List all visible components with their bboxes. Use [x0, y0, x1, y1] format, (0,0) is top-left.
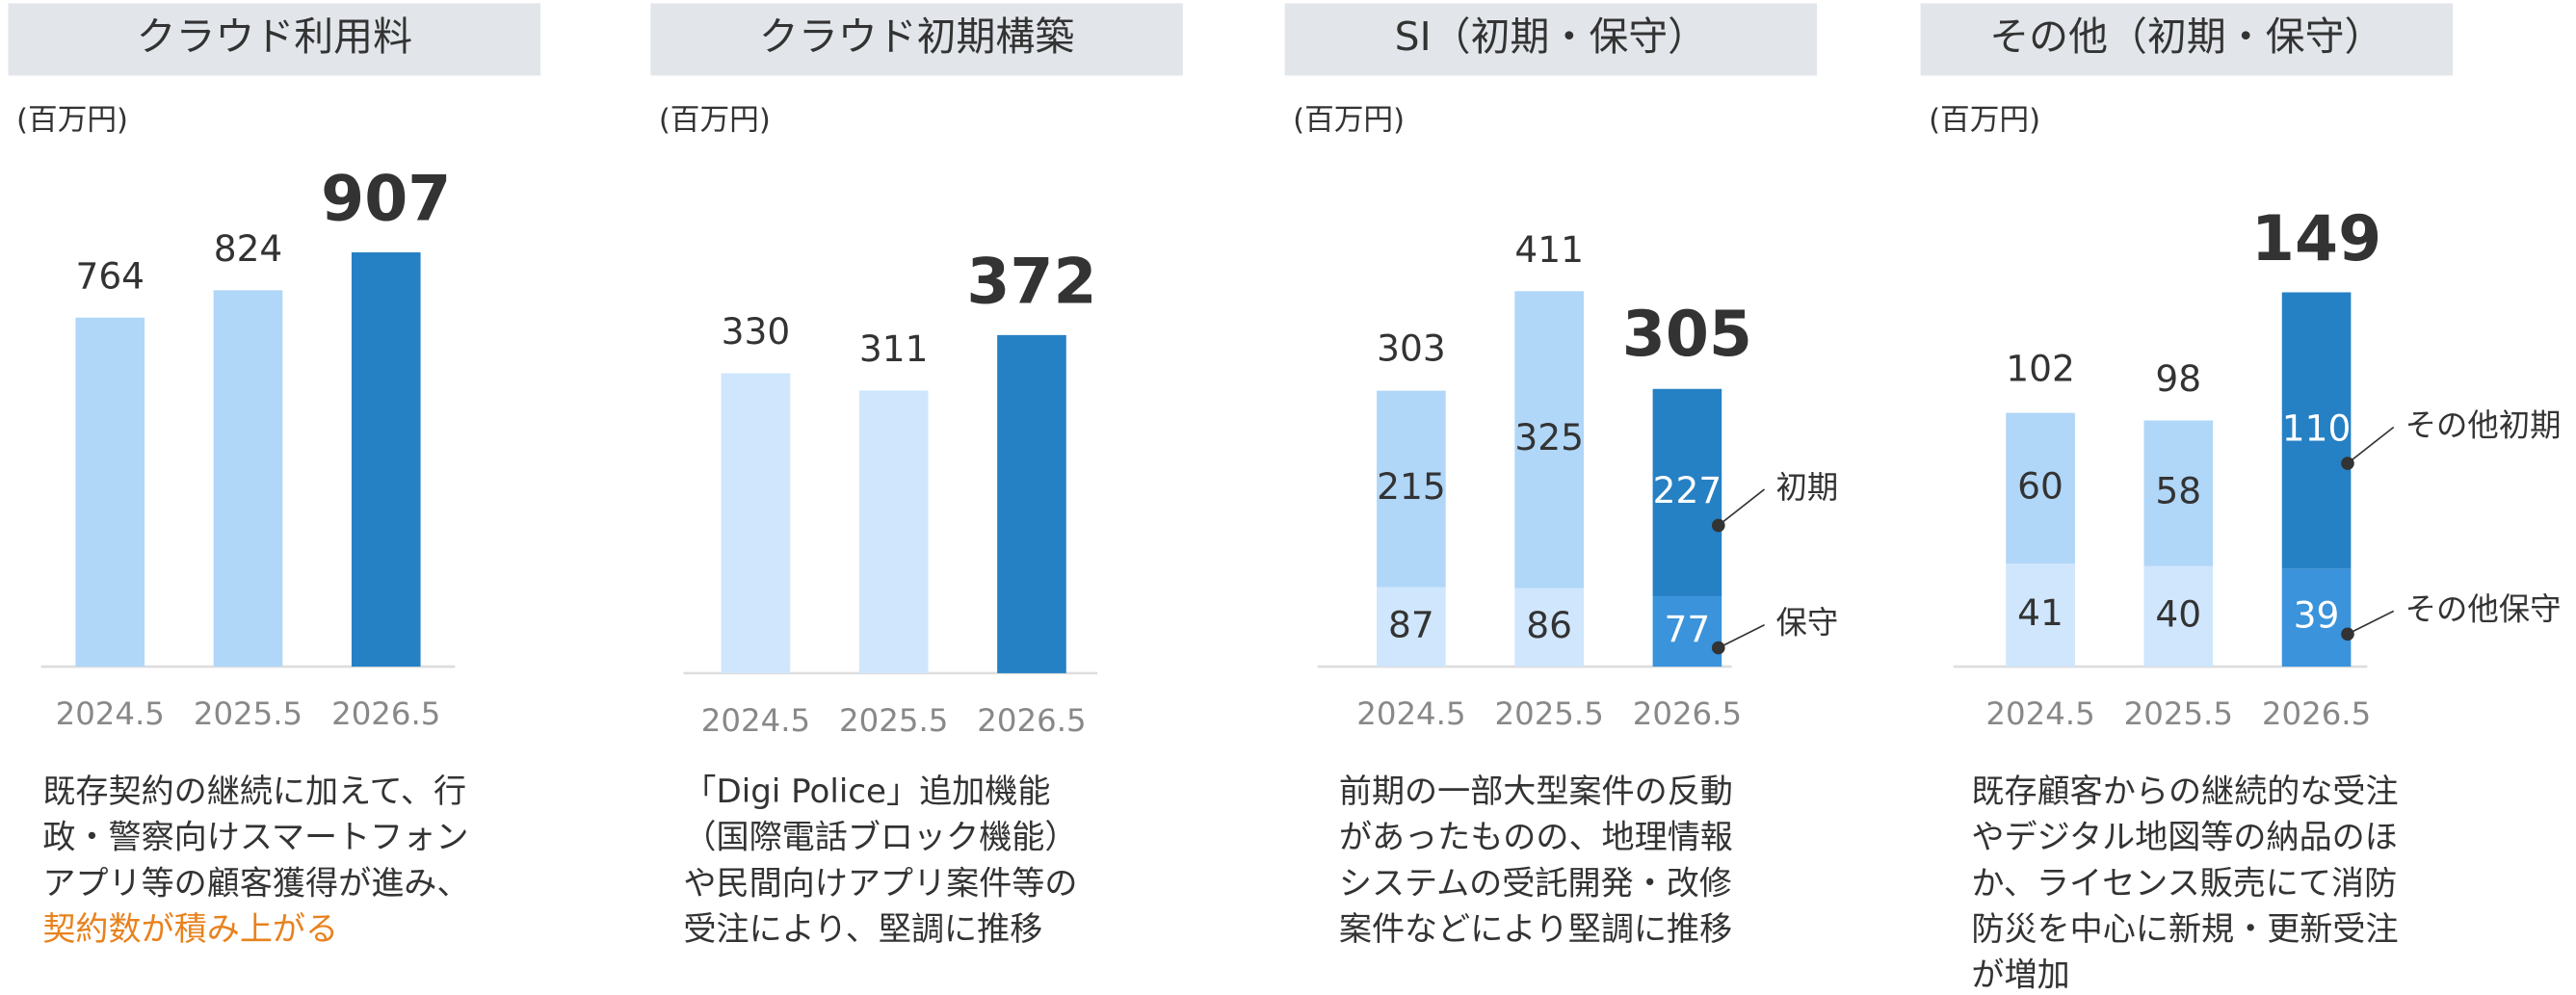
- bar-segment: [2006, 563, 2075, 668]
- description-line: 案件などにより堅調に推移: [1339, 910, 1732, 949]
- description-line: が増加: [1971, 956, 2069, 995]
- leader-dot: [1711, 641, 1725, 655]
- legend-label: その他初期: [2405, 407, 2562, 444]
- value-label: 303: [1377, 327, 1446, 369]
- leader-line: [2347, 610, 2395, 636]
- bar: [75, 317, 145, 668]
- value-label: 311: [859, 327, 929, 370]
- segment-label: 58: [2155, 470, 2201, 512]
- bar: [997, 334, 1066, 673]
- description-line: 既存契約の継続に加えて、行: [42, 772, 466, 811]
- panel-title: クラウド利用料: [137, 13, 412, 60]
- x-tick-label: 2026.5: [977, 702, 1086, 739]
- value-label: 907: [321, 163, 451, 235]
- bar-segment: [1377, 587, 1446, 668]
- segment-label: 39: [2294, 594, 2340, 637]
- leader-line: [2347, 426, 2395, 464]
- description-line: 受注により、堅調に推移: [683, 910, 1042, 949]
- bar: [213, 290, 283, 668]
- segment-label: 227: [1653, 469, 1722, 511]
- legend-label: その他保守: [2405, 590, 2562, 627]
- description-line: か、ライセンス販売にて消防: [1971, 864, 2397, 903]
- bar-segment: [2143, 420, 2214, 566]
- header-bg: [8, 3, 541, 76]
- bar-segment: [2281, 292, 2352, 569]
- bar-segment: [1652, 596, 1722, 668]
- x-tick-label: 2024.5: [701, 702, 810, 739]
- segment-label: 41: [2017, 591, 2063, 634]
- legend-label: 初期: [1775, 469, 1838, 506]
- description-line: アプリ等の顧客獲得が進み、: [42, 864, 469, 903]
- description-line: システムの受託開発・改修: [1339, 864, 1732, 903]
- bar-segment: [1514, 588, 1584, 668]
- segment-label: 325: [1514, 416, 1584, 458]
- panel-title: SI（初期・保守）: [1395, 13, 1707, 60]
- bar-segment: [1514, 291, 1584, 589]
- value-label: 411: [1514, 228, 1584, 271]
- value-label: 824: [214, 227, 283, 270]
- x-tick-label: 2025.5: [1494, 695, 1603, 732]
- panel-title: その他（初期・保守）: [1989, 13, 2383, 60]
- x-tick-label: 2024.5: [1356, 695, 1465, 732]
- bar-segment: [2006, 412, 2075, 564]
- description-line: や民間向けアプリ案件等の: [683, 864, 1077, 903]
- description-line: 既存顧客からの継続的な受注: [1971, 772, 2398, 811]
- segment-label: 87: [1388, 603, 1434, 645]
- x-tick-label: 2026.5: [1633, 695, 1742, 732]
- description-line: 防災を中心に新規・更新受注: [1971, 910, 2398, 949]
- description-line: 「Digi Police」追加機能: [683, 772, 1050, 811]
- description-highlight: 契約数が積み上がる: [42, 910, 338, 949]
- x-tick-label: 2024.5: [56, 695, 165, 732]
- segment-label: 60: [2017, 464, 2063, 507]
- legend-label: 保守: [1775, 605, 1838, 642]
- bar-segment: [2281, 568, 2352, 668]
- segment-label: 110: [2282, 406, 2352, 449]
- segment-label: 40: [2155, 592, 2201, 635]
- bar: [721, 373, 791, 673]
- description-line: （国際電話ブロック機能）: [683, 819, 1077, 857]
- description-line: があったものの、地理情報: [1339, 819, 1733, 857]
- x-tick-label: 2025.5: [194, 695, 302, 732]
- x-tick-label: 2026.5: [2262, 695, 2371, 732]
- segment-label: 77: [1665, 608, 1711, 650]
- x-tick-label: 2024.5: [1985, 695, 2094, 732]
- description-line: 前期の一部大型案件の反動: [1339, 772, 1733, 811]
- value-label: 149: [2251, 203, 2381, 275]
- value-label: 330: [722, 310, 791, 353]
- value-label: 98: [2155, 357, 2201, 400]
- unit-label: (百万円): [16, 104, 128, 138]
- header-bg: [650, 3, 1183, 76]
- leader-dot: [2341, 457, 2354, 470]
- bar-segment: [1377, 390, 1446, 588]
- segment-label: 86: [1526, 604, 1572, 646]
- header-bg: [1920, 3, 2454, 76]
- bar-segment: [2143, 565, 2214, 668]
- bar: [858, 390, 929, 673]
- value-label: 102: [2006, 348, 2075, 390]
- leader-line: [1718, 488, 1766, 527]
- unit-label: (百万円): [1929, 104, 2040, 138]
- x-tick-label: 2025.5: [2124, 695, 2233, 732]
- leader-dot: [1711, 518, 1725, 533]
- value-label: 305: [1622, 299, 1752, 371]
- x-tick-label: 2026.5: [331, 695, 440, 732]
- description-line: 政・警察向けスマートフォン: [42, 819, 468, 857]
- unit-label: (百万円): [659, 104, 771, 138]
- header-bg: [1284, 3, 1818, 76]
- x-tick-label: 2025.5: [839, 702, 948, 739]
- panel-title: クラウド初期構築: [759, 13, 1074, 60]
- description-line: やデジタル地図等の納品のほ: [1971, 819, 2397, 857]
- segment-label: 215: [1377, 465, 1446, 508]
- leader-dot: [2341, 627, 2354, 642]
- value-label: 372: [966, 246, 1096, 318]
- unit-label: (百万円): [1293, 104, 1405, 138]
- leader-line: [1718, 623, 1765, 649]
- bar-segment: [1652, 388, 1722, 597]
- value-label: 764: [75, 254, 145, 297]
- bar: [351, 251, 421, 668]
